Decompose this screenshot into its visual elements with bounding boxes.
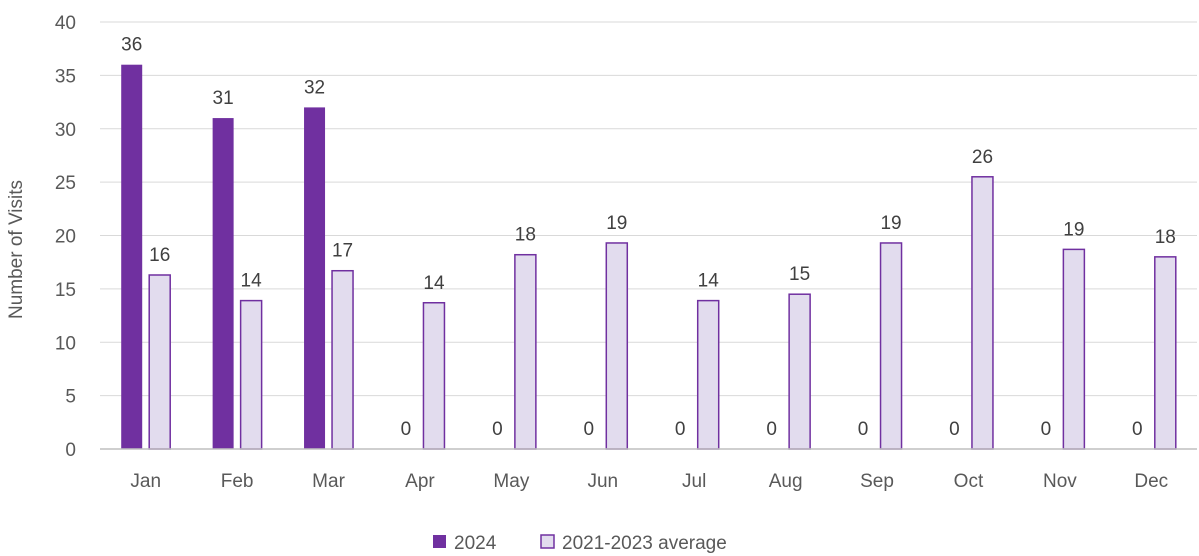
data-label-2024: 31 xyxy=(213,88,234,109)
y-axis-ticks: 0 5 10 15 20 25 30 35 40 xyxy=(55,13,76,461)
y-tick-label: 20 xyxy=(55,227,76,248)
y-tick-label: 5 xyxy=(65,387,76,408)
data-label-2024: 36 xyxy=(121,35,142,56)
data-label-2024: 0 xyxy=(1041,419,1052,440)
bar-average xyxy=(971,176,994,450)
data-label-average: 15 xyxy=(789,264,810,285)
data-label-average: 14 xyxy=(698,271,720,292)
data-label-2024: 0 xyxy=(858,419,869,440)
bar-average xyxy=(879,242,903,450)
data-label-2024: 0 xyxy=(766,419,777,440)
bar-average xyxy=(148,274,171,450)
x-tick-label: Aug xyxy=(769,471,803,492)
y-tick-label: 10 xyxy=(55,333,76,354)
bar-average xyxy=(1062,248,1086,450)
x-tick-label: Jan xyxy=(130,471,161,492)
data-label-average: 26 xyxy=(972,147,993,168)
data-label-2024: 0 xyxy=(492,419,503,440)
legend-swatch-2024 xyxy=(433,535,446,548)
x-tick-label: Apr xyxy=(405,471,435,492)
data-label-average: 14 xyxy=(241,271,263,292)
data-label-2024: 0 xyxy=(675,419,686,440)
data-label-2024: 0 xyxy=(401,419,412,440)
data-label-average: 19 xyxy=(606,213,627,234)
bar-2024 xyxy=(304,107,326,450)
x-tick-label: Sep xyxy=(860,471,894,492)
legend-label-2024: 2024 xyxy=(454,533,497,554)
bar-average xyxy=(696,299,720,450)
x-tick-label: Mar xyxy=(312,471,345,492)
bar-average xyxy=(331,269,354,450)
x-tick-label: May xyxy=(493,471,529,492)
bar-average xyxy=(1154,256,1177,450)
x-tick-label: Jul xyxy=(682,471,706,492)
legend: 2024 2021-2023 average xyxy=(433,533,727,554)
gridlines xyxy=(100,21,1197,397)
bar-average xyxy=(514,253,537,450)
data-label-2024: 32 xyxy=(304,77,325,98)
data-label-average: 19 xyxy=(1063,219,1084,240)
bar-average xyxy=(239,299,263,450)
bar-average xyxy=(605,242,629,450)
y-tick-label: 25 xyxy=(55,173,76,194)
x-tick-label: Oct xyxy=(954,471,984,492)
bars xyxy=(121,64,1177,450)
data-label-2024: 0 xyxy=(584,419,595,440)
legend-swatch-average xyxy=(540,534,555,549)
x-tick-label: Feb xyxy=(221,471,254,492)
data-label-2024: 0 xyxy=(1132,419,1143,440)
bar-average xyxy=(788,293,811,450)
y-axis-title: Number of Visits xyxy=(6,180,27,319)
y-tick-label: 35 xyxy=(55,66,76,87)
data-label-average: 18 xyxy=(515,225,536,246)
bar-2024 xyxy=(121,64,143,449)
data-label-average: 19 xyxy=(880,213,901,234)
x-tick-label: Jun xyxy=(587,471,618,492)
y-tick-label: 40 xyxy=(55,13,76,34)
data-label-average: 14 xyxy=(423,273,445,294)
bar-average xyxy=(422,302,446,450)
data-label-average: 18 xyxy=(1155,227,1176,248)
x-tick-label: Nov xyxy=(1043,471,1077,492)
y-tick-label: 30 xyxy=(55,120,76,141)
data-labels: 36 16 31 14 32 17 0 14 0 18 0 19 0 14 0 15 0 19 0 26 0 19 0 18 xyxy=(121,35,1176,440)
legend-label-average: 2021-2023 average xyxy=(562,533,727,554)
data-label-average: 17 xyxy=(332,241,353,262)
x-tick-label: Dec xyxy=(1134,471,1168,492)
x-axis-ticks: Jan Feb Mar Apr May Jun Jul Aug Sep Oct Nov Dec xyxy=(130,471,1168,492)
data-label-2024: 0 xyxy=(949,419,960,440)
bar-2024 xyxy=(212,118,234,449)
data-label-average: 16 xyxy=(149,245,170,266)
y-tick-label: 15 xyxy=(55,280,76,301)
y-tick-label: 0 xyxy=(65,440,76,461)
